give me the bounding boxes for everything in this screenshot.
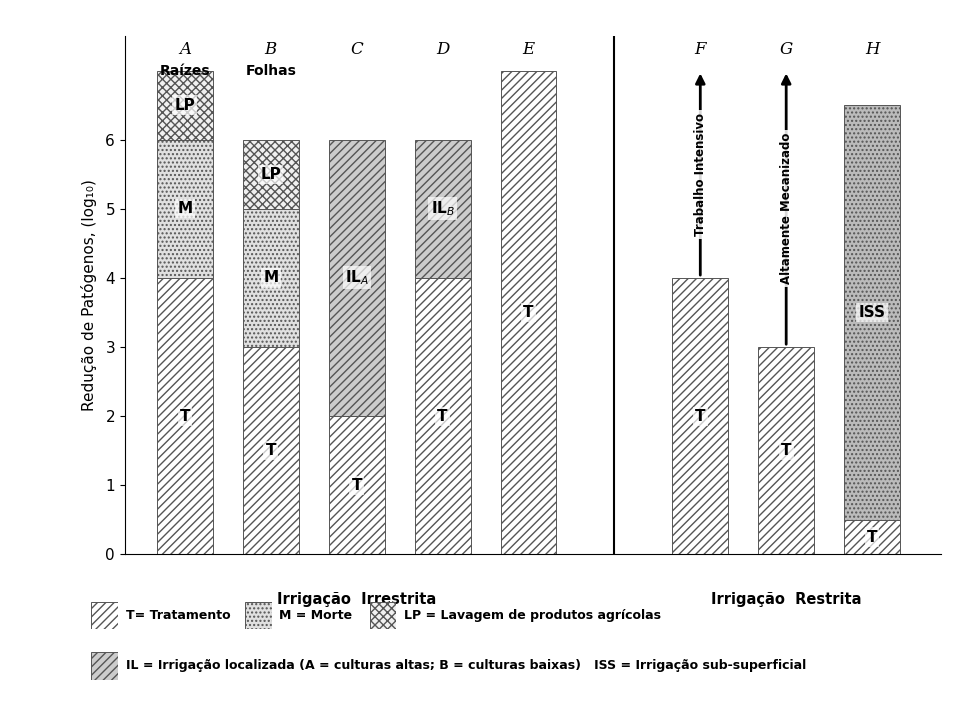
Text: LP: LP (175, 98, 195, 112)
Text: H: H (865, 41, 879, 58)
Text: Folhas: Folhas (246, 63, 297, 78)
Text: T: T (780, 444, 791, 458)
Text: T: T (180, 409, 190, 423)
Text: T: T (867, 530, 877, 544)
Text: M: M (178, 202, 193, 216)
Text: A: A (179, 41, 191, 58)
Text: D: D (436, 41, 449, 58)
Bar (243, 347, 299, 554)
Bar (157, 278, 213, 554)
Bar (844, 520, 900, 554)
Text: C: C (350, 41, 363, 58)
Bar (415, 278, 470, 554)
Text: Irrigação  Restrita: Irrigação Restrita (711, 592, 861, 607)
Text: LP: LP (260, 167, 281, 181)
Bar (844, 105, 900, 520)
Bar (243, 209, 299, 347)
Bar (328, 416, 385, 554)
Text: Raízes: Raízes (159, 63, 210, 78)
Bar (157, 140, 213, 278)
Bar (243, 140, 299, 209)
Text: M: M (263, 271, 278, 285)
Bar (415, 140, 470, 278)
Bar (672, 278, 729, 554)
Text: Altamente Mecanizado: Altamente Mecanizado (780, 133, 793, 284)
Text: T= Tratamento: T= Tratamento (126, 609, 230, 622)
Text: IL$_A$: IL$_A$ (345, 269, 369, 287)
Bar (758, 347, 814, 554)
Text: F: F (694, 41, 706, 58)
Y-axis label: Redução de Patógenos, (log₁₀): Redução de Patógenos, (log₁₀) (81, 179, 97, 411)
Text: T: T (266, 444, 276, 458)
Text: IL = Irrigação localizada (A = culturas altas; B = culturas baixas)   ISS = Irri: IL = Irrigação localizada (A = culturas … (126, 660, 806, 672)
Text: IL$_B$: IL$_B$ (430, 199, 455, 218)
Text: B: B (265, 41, 276, 58)
Text: T: T (523, 305, 534, 320)
Text: G: G (780, 41, 793, 58)
Text: M = Morte: M = Morte (279, 609, 352, 622)
Text: T: T (438, 409, 448, 423)
Bar (500, 71, 557, 554)
Text: T: T (695, 409, 706, 423)
Text: Irrigação  Irrestrita: Irrigação Irrestrita (277, 592, 437, 607)
Bar (157, 71, 213, 140)
Text: E: E (522, 41, 535, 58)
Text: LP = Lavagem de produtos agrícolas: LP = Lavagem de produtos agrícolas (404, 609, 661, 622)
Text: ISS: ISS (858, 305, 885, 320)
Bar (328, 140, 385, 416)
Text: Trabalho Intensivo: Trabalho Intensivo (694, 113, 707, 235)
Text: T: T (351, 478, 362, 492)
